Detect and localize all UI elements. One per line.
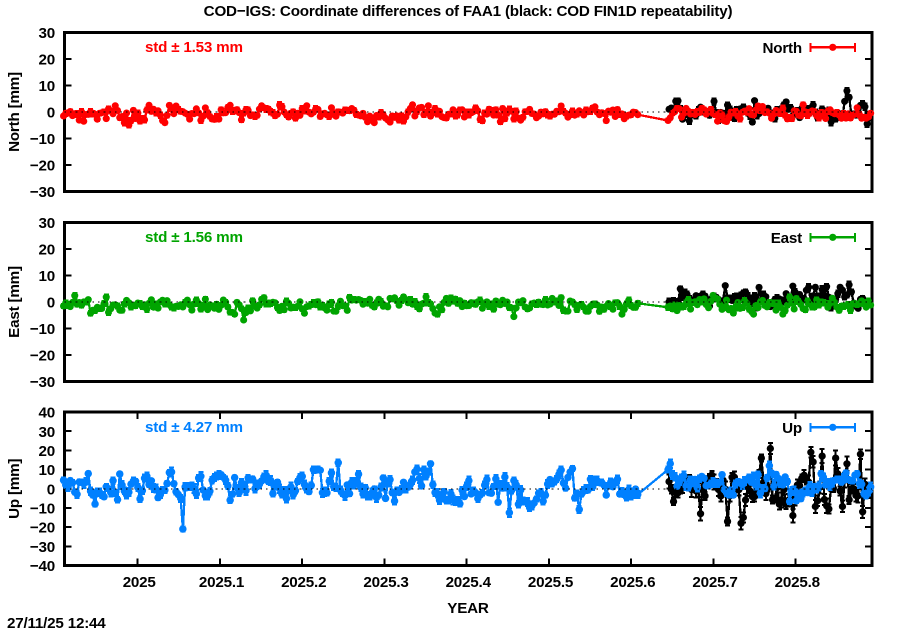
svg-text:2025: 2025 (123, 574, 157, 591)
svg-text:−20: −20 (30, 520, 55, 537)
svg-text:COD−IGS: Coordinate difference: COD−IGS: Coordinate differences of FAA1 … (204, 3, 733, 20)
svg-text:−10: −10 (30, 501, 55, 518)
svg-text:−30: −30 (30, 539, 55, 556)
svg-text:10: 10 (39, 78, 56, 95)
svg-text:std ± 1.56 mm: std ± 1.56 mm (145, 229, 243, 246)
svg-text:std ± 1.53 mm: std ± 1.53 mm (145, 39, 243, 56)
svg-text:0: 0 (47, 295, 55, 312)
svg-text:0: 0 (47, 481, 55, 498)
svg-text:Up [mm]: Up [mm] (6, 459, 23, 519)
svg-text:30: 30 (39, 215, 56, 232)
svg-text:North: North (763, 40, 803, 57)
svg-text:0: 0 (47, 105, 55, 122)
svg-text:−10: −10 (30, 131, 55, 148)
svg-text:−40: −40 (30, 558, 55, 575)
svg-text:−20: −20 (30, 348, 55, 365)
svg-text:−30: −30 (30, 184, 55, 201)
svg-text:10: 10 (39, 268, 56, 285)
svg-text:2025.2: 2025.2 (281, 574, 326, 591)
svg-text:30: 30 (39, 25, 56, 42)
svg-text:20: 20 (39, 443, 56, 460)
svg-text:std ± 4.27 mm: std ± 4.27 mm (145, 419, 243, 436)
svg-text:10: 10 (39, 462, 56, 479)
svg-text:2025.3: 2025.3 (363, 574, 408, 591)
svg-text:30: 30 (39, 424, 56, 441)
svg-text:Up: Up (782, 420, 802, 437)
svg-text:−30: −30 (30, 374, 55, 391)
svg-text:East [mm]: East [mm] (6, 266, 23, 338)
svg-text:2025.1: 2025.1 (199, 574, 245, 591)
svg-text:YEAR: YEAR (447, 600, 489, 617)
svg-text:27/11/25 12:44: 27/11/25 12:44 (7, 615, 106, 630)
svg-text:20: 20 (39, 52, 56, 69)
svg-text:−10: −10 (30, 321, 55, 338)
svg-text:2025.5: 2025.5 (528, 574, 574, 591)
svg-text:2025.4: 2025.4 (446, 574, 492, 591)
svg-text:20: 20 (39, 242, 56, 259)
svg-text:−20: −20 (30, 158, 55, 175)
svg-text:2025.6: 2025.6 (610, 574, 655, 591)
svg-text:North [mm]: North [mm] (6, 72, 23, 152)
svg-text:2025.8: 2025.8 (775, 574, 820, 591)
svg-text:East: East (771, 230, 802, 247)
svg-text:2025.7: 2025.7 (692, 574, 737, 591)
svg-text:40: 40 (39, 405, 56, 422)
